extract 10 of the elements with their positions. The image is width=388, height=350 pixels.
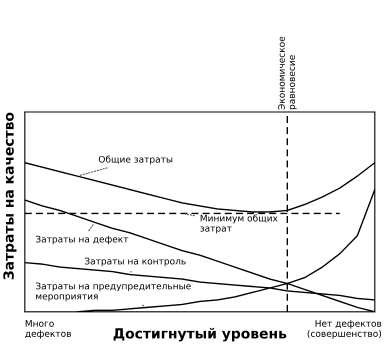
text: Нет дефектов (совершенство) (308, 320, 382, 339)
series-label: Затраты на предупредительные мероприятия (36, 282, 191, 302)
x-axis-title: Достигнутый уровень (114, 328, 286, 342)
ref-line-label: Минимум общих затрат (200, 214, 278, 234)
y-axis-title: Затраты на качество (3, 112, 16, 280)
text: Много дефектов (25, 320, 71, 339)
series-label: Затраты на дефект (36, 236, 128, 244)
series-label: Общие затраты (98, 156, 172, 164)
text: Экономическое равновесие (278, 36, 297, 110)
series-label: Затраты на контроль (84, 258, 186, 266)
